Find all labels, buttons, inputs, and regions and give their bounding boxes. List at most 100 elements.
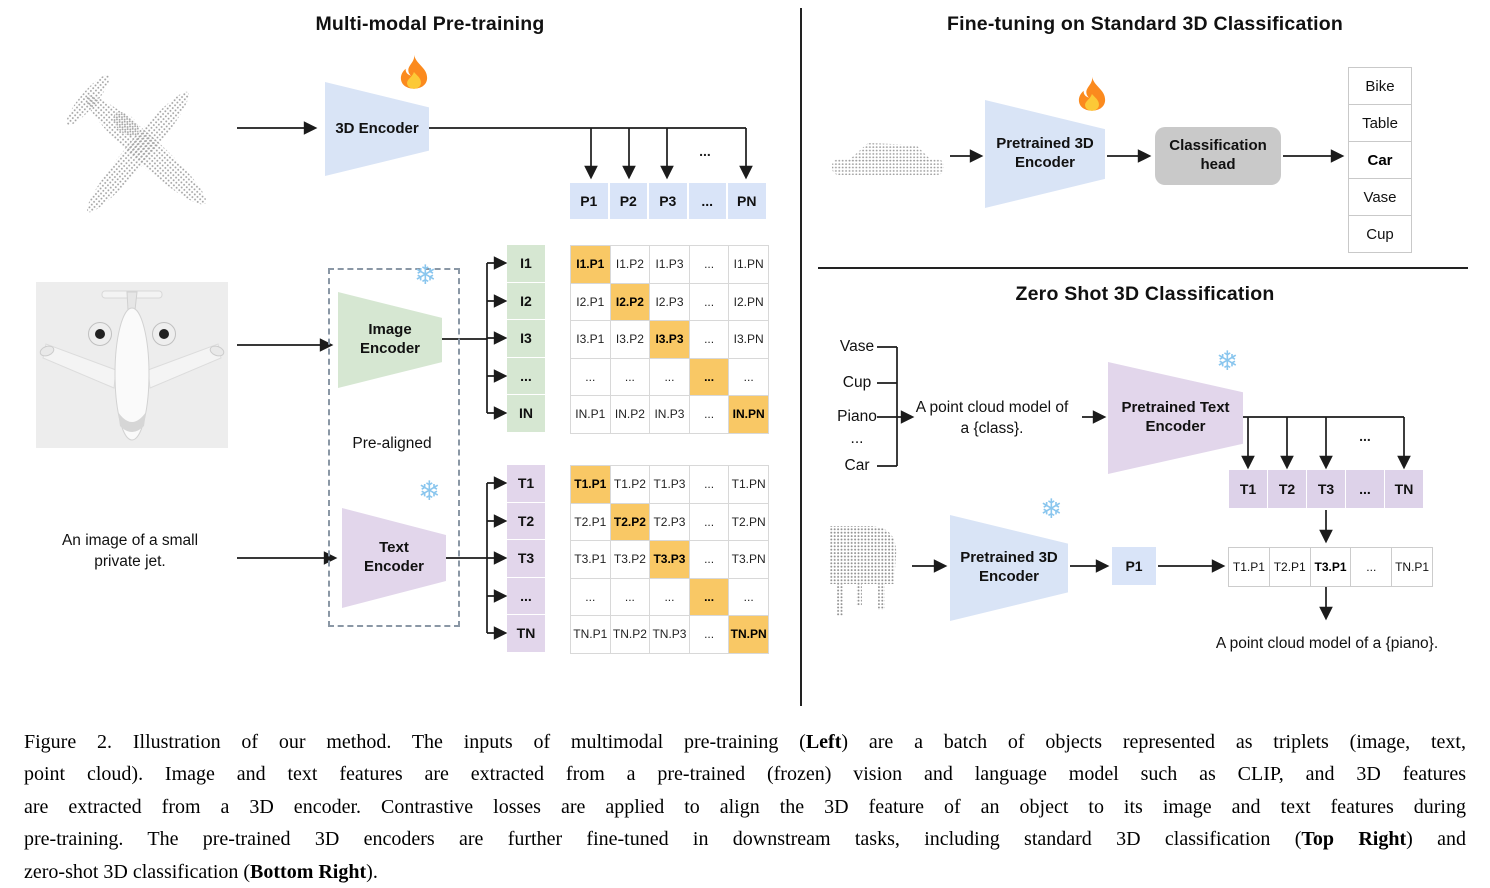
caption-bold: Bottom Right [250, 860, 367, 883]
zeroshot-class: Vase [839, 338, 875, 355]
similarity-cell: ... [689, 358, 730, 396]
piano-point-cloud [830, 526, 897, 616]
pretrained-3d-encoder-box-zeroshot: Pretrained 3D Encoder [950, 515, 1068, 621]
vertical-divider [800, 8, 802, 706]
similarity-cell: ... [610, 358, 651, 396]
pretrained-3d-encoder-label-zeroshot: Pretrained 3D Encoder [960, 549, 1058, 585]
similarity-cell: ... [689, 246, 730, 284]
t-embedding-cell: TN [1385, 470, 1423, 508]
similarity-cell: T2.P1 [571, 503, 611, 541]
similarity-cell: T2.P1 [1268, 547, 1311, 587]
zeroshot-class: Piano [837, 408, 877, 425]
pretrained-3d-encoder-box: Pretrained 3D Encoder [985, 100, 1105, 208]
similarity-cell: ... [689, 578, 730, 616]
text-encoder-label: Text Encoder [363, 539, 424, 575]
similarity-cell: T3.P2 [610, 541, 651, 579]
text-point-similarity-matrix: T1.P1 T1.P2 T1.P3 ... T1.PN T2.P1 T2.P2 … [570, 465, 769, 654]
similarity-cell: I1.P1 [571, 246, 611, 284]
p-feature-cell: PN [728, 183, 766, 219]
t-embedding-cell: T1 [1229, 470, 1267, 508]
class-list-item: Bike [1348, 67, 1412, 105]
similarity-cell: I1.P2 [610, 246, 651, 284]
similarity-cell: T3.P1 [571, 541, 611, 579]
caption-text: zero-shot 3D classification ( [24, 860, 251, 883]
similarity-cell: TN.P1 [1391, 547, 1433, 587]
similarity-cell: ... [1350, 547, 1393, 587]
class-list-item: Vase [1348, 178, 1412, 216]
similarity-cell: IN.PN [729, 396, 769, 434]
p-feature-cell: P3 [649, 183, 687, 219]
snowflake-icon: ❄ [418, 476, 441, 507]
p-feature-cell: ... [688, 183, 726, 219]
similarity-cell-max: T3.P1 [1309, 547, 1352, 587]
similarity-cell: T2.PN [729, 503, 769, 541]
similarity-cell: TN.PN [729, 616, 769, 654]
airplane-point-cloud [66, 74, 207, 213]
text-feature-cell: ... [507, 577, 545, 614]
prealigned-label: Pre-aligned [352, 435, 432, 452]
caption-line: are extracted from a 3D encoder. Contras… [24, 791, 1466, 823]
p-arrows-dots: ... [699, 143, 711, 159]
similarity-cell: TN.P3 [650, 616, 690, 654]
p1-embedding-box: P1 [1112, 547, 1156, 585]
horizontal-divider [818, 267, 1468, 269]
similarity-cell: TN.P2 [610, 616, 651, 654]
image-feature-cell: ... [507, 357, 545, 394]
class-list-item: Cup [1348, 215, 1412, 253]
prompt-text: A point cloud model of a {class}. [915, 399, 1069, 437]
t-embedding-cell: T3 [1307, 470, 1345, 508]
classification-head-box: Classification head [1155, 127, 1281, 185]
image-feature-column: I1 I2 I3 ... IN [507, 245, 545, 433]
similarity-cell: I3.P2 [610, 321, 651, 359]
prealigned-box [328, 268, 460, 627]
text-input: An image of a small private jet. [61, 532, 199, 570]
airplane-photo [36, 282, 228, 448]
caption-bold: Left [805, 731, 842, 753]
caption-bold: Top Right [1301, 828, 1407, 851]
p-feature-cell: P2 [609, 183, 647, 219]
caption-text: point cloud). Image and text features ar… [24, 763, 1466, 786]
image-feature-cell: I3 [507, 320, 545, 357]
caption-text: Figure 2. Illustration of our method. Th… [24, 731, 806, 753]
t-embedding-cell: ... [1346, 470, 1384, 508]
similarity-cell: T1.P1 [571, 466, 611, 504]
pretraining-title: Multi-modal Pre-training [315, 13, 545, 35]
p-feature-cell: P1 [570, 183, 608, 219]
3d-encoder-label: 3D Encoder [335, 119, 419, 137]
zeroshot-title: Zero Shot 3D Classification [1015, 283, 1275, 305]
caption-line: zero-shot 3D classification (Bottom Righ… [24, 856, 1466, 888]
similarity-cell: I2.P1 [571, 283, 611, 321]
t-arrows-dots: ... [1359, 428, 1371, 444]
similarity-cell: I3.P3 [650, 321, 690, 359]
caption-text: ) are a batch of objects represented as … [841, 731, 1466, 753]
image-feature-cell: I2 [507, 282, 545, 319]
similarity-cell: I2.P2 [610, 283, 651, 321]
zeroshot-class: Cup [842, 374, 872, 391]
similarity-cell: ... [689, 616, 730, 654]
t-embedding-cell: T2 [1268, 470, 1306, 508]
similarity-cell: ... [571, 578, 611, 616]
car-point-cloud [832, 143, 944, 175]
similarity-cell: ... [650, 578, 690, 616]
similarity-cell: I1.P3 [650, 246, 690, 284]
similarity-cell: ... [689, 283, 730, 321]
similarity-cell: I1.PN [729, 246, 769, 284]
similarity-cell: ... [729, 578, 769, 616]
similarity-cell: T1.P1 [1228, 547, 1270, 587]
similarity-cell: T1.PN [729, 466, 769, 504]
classification-head-label: Classification head [1169, 137, 1267, 173]
pretrained-text-encoder-box: Pretrained Text Encoder [1108, 362, 1243, 474]
fire-icon [1078, 76, 1106, 111]
image-feature-cell: I1 [507, 245, 545, 282]
image-feature-cell: IN [507, 395, 545, 432]
3d-encoder-box: 3D Encoder [325, 82, 429, 176]
similarity-cell: TN.P1 [571, 616, 611, 654]
text-feature-column: T1 T2 T3 ... TN [507, 465, 545, 653]
caption-text: are extracted from a 3D encoder. Contras… [24, 795, 1466, 818]
t-embedding-row: T1 T2 T3 ... TN [1229, 470, 1423, 508]
similarity-cell: T1.P2 [610, 466, 651, 504]
similarity-cell: T1.P3 [650, 466, 690, 504]
text-feature-cell: T1 [507, 465, 545, 502]
text-feature-cell: TN [507, 615, 545, 652]
similarity-cell: ... [689, 321, 730, 359]
